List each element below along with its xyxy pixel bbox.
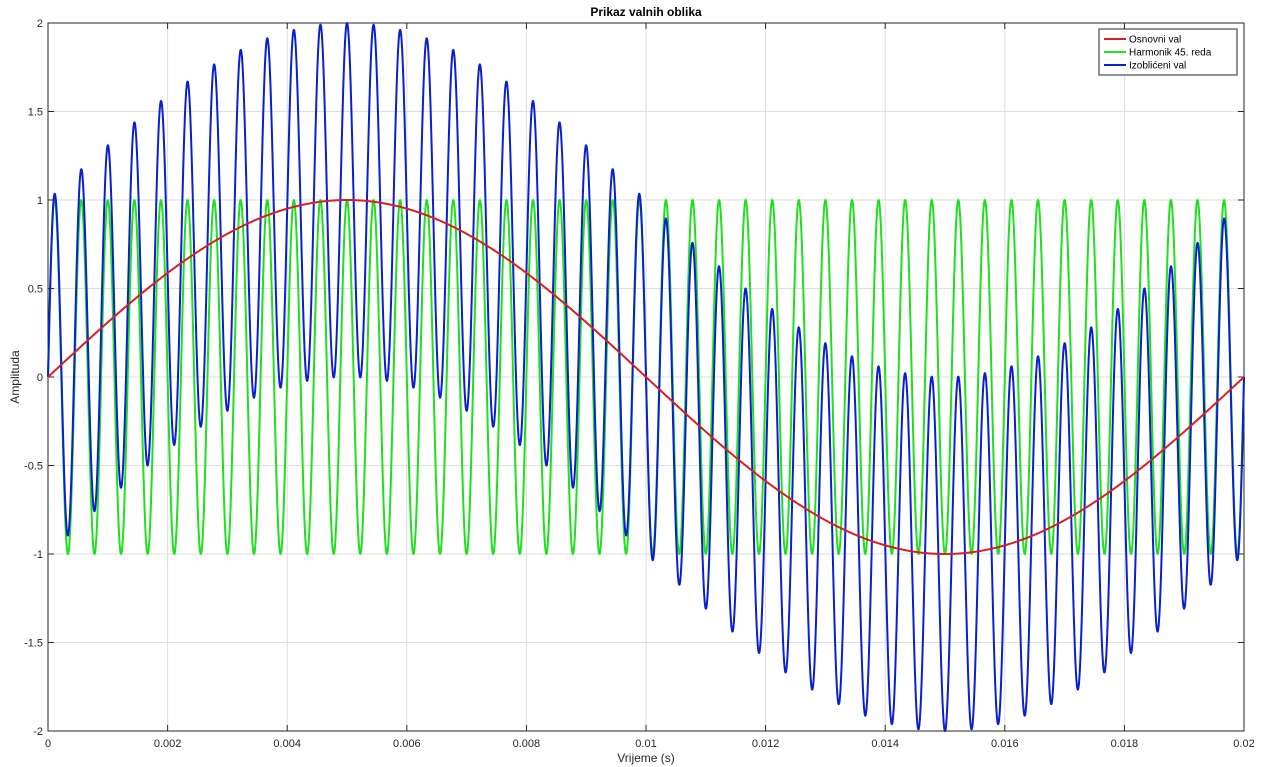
x-tick-label: 0.018	[1111, 738, 1139, 750]
legend-label: Osnovni val	[1129, 35, 1181, 46]
series-line-1	[47, 199, 1245, 555]
chart-title: Prikaz valnih oblika	[590, 5, 702, 19]
x-tick-label: 0.012	[752, 738, 780, 750]
y-tick-label: -2	[33, 726, 43, 738]
y-axis-title: Amplituda	[8, 350, 22, 404]
x-tick-label: 0.016	[991, 738, 1019, 750]
y-tick-label: 0.5	[28, 284, 43, 296]
x-tick-label: 0	[45, 738, 51, 750]
series-layer	[47, 22, 1245, 732]
y-tick-label: -0.5	[24, 461, 43, 473]
x-tick-label: 0.006	[393, 738, 421, 750]
x-tick-label: 0.004	[273, 738, 301, 750]
y-tick-label: 2	[37, 18, 43, 30]
legend-label: Harmonik 45. reda	[1129, 48, 1212, 59]
legend-label: Izoblićeni val	[1129, 61, 1186, 72]
x-tick-label: 0.002	[154, 738, 182, 750]
x-axis-title: Vrijeme (s)	[617, 751, 675, 765]
x-tick-label: 0.008	[513, 738, 541, 750]
y-tick-label: 1.5	[28, 107, 43, 119]
y-tick-label: 1	[37, 195, 43, 207]
x-tick-label: 0.02	[1233, 738, 1254, 750]
x-tick-label: 0.014	[871, 738, 899, 750]
y-tick-label: -1	[33, 549, 43, 561]
x-tick-label: 0.01	[635, 738, 656, 750]
y-tick-label: 0	[37, 372, 43, 384]
legend: Osnovni val Harmonik 45. reda Izoblićeni v…	[1098, 28, 1238, 76]
y-tick-label: -1.5	[24, 638, 43, 650]
